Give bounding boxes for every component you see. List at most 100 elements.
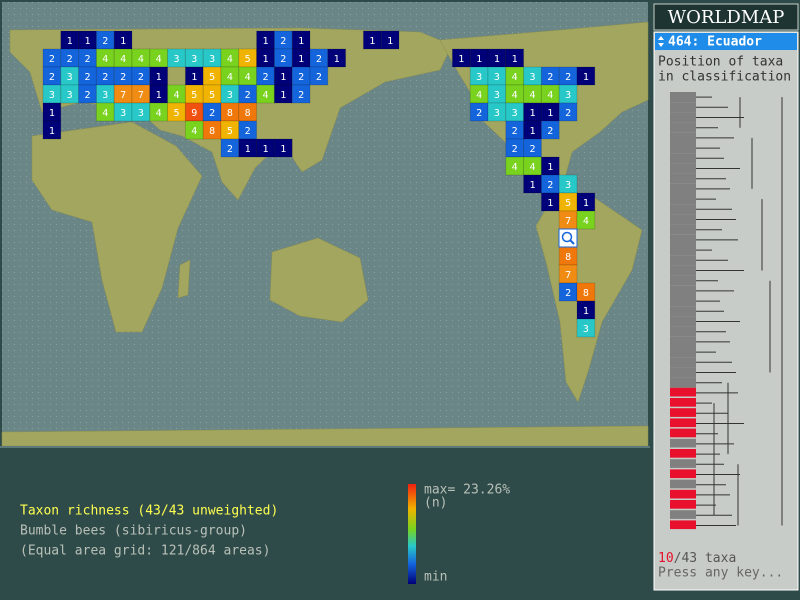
cell-label: 3: [102, 90, 108, 101]
cell-label: 1: [547, 162, 553, 173]
panel-heading: in classification: [658, 70, 791, 85]
cell-label: 2: [529, 144, 535, 155]
taxon-bar: [670, 449, 696, 458]
taxa-count: 10/43 taxa: [658, 551, 736, 566]
cell-label: 4: [227, 54, 233, 65]
taxon-bar: [670, 336, 696, 347]
info-line: Taxon richness (43/43 unweighted): [20, 504, 278, 519]
cell-label: 4: [529, 90, 535, 101]
legend-max: max= 23.26%: [424, 483, 510, 498]
cell-label: 4: [138, 54, 144, 65]
taxon-bar: [670, 510, 696, 519]
cell-label: 5: [209, 72, 215, 83]
taxon-bar: [670, 469, 696, 479]
cell-label: 4: [245, 72, 251, 83]
cell-label: 4: [512, 90, 518, 101]
cell-label: 1: [156, 90, 162, 101]
cell-label: 8: [565, 252, 571, 263]
taxon-bar: [670, 92, 696, 103]
taxon-bar: [670, 347, 696, 358]
cell-label: 3: [476, 72, 482, 83]
prompt: Press any key...: [658, 566, 783, 581]
taxa-total: /43 taxa: [674, 551, 737, 566]
grid-cell: [309, 66, 329, 86]
cell-label: 2: [512, 126, 518, 137]
grid-cells: 1 1 2 1 1 2 1 1 12 2 2 4 4 4 4 3 3 3 4 5 1 2 1 2 1 1 1 1 12 3 2 2 2 2 1 1 5 4…: [42, 30, 596, 338]
cell-label: 2: [565, 288, 571, 299]
cell-label: 4: [191, 126, 197, 137]
grid-cell: [78, 84, 97, 104]
cell-label: 4: [156, 54, 162, 65]
cell-label: 7: [565, 270, 571, 281]
cell-label: 5: [191, 90, 197, 101]
cell-label: 1: [476, 54, 482, 65]
cell-label: 1: [529, 126, 535, 137]
cell-label: 5: [227, 126, 233, 137]
cell-label: 2: [547, 180, 553, 191]
grid-cell: [273, 138, 293, 158]
cell-label: 1: [298, 54, 304, 65]
cell-label: 5: [245, 54, 251, 65]
cell-label: 4: [583, 216, 589, 227]
cell-label: 8: [245, 108, 251, 119]
cell-label: 4: [547, 90, 553, 101]
taxon-bar: [670, 377, 696, 388]
cell-label: 3: [227, 90, 233, 101]
cell-label: 1: [156, 72, 162, 83]
cell-label: 9: [191, 108, 197, 119]
cell-label: 3: [191, 54, 197, 65]
cell-label: 2: [565, 108, 571, 119]
taxon-bar: [670, 387, 696, 397]
cell-label: 3: [565, 90, 571, 101]
cell-label: 1: [529, 108, 535, 119]
taxon-bar: [670, 153, 696, 164]
cell-label: 1: [262, 36, 268, 47]
cell-label: 2: [547, 72, 553, 83]
grid-cell: [273, 84, 293, 104]
classification-tree: [670, 92, 783, 530]
taxon-bar: [670, 418, 696, 428]
cell-label: 1: [334, 54, 340, 65]
taxon-bar: [670, 194, 696, 205]
selected-cell-icon: [558, 228, 578, 248]
grid-cell: [523, 174, 542, 194]
grid-cell: [380, 30, 400, 50]
cell-label: 3: [67, 72, 73, 83]
selected-area: 464: Ecuador: [668, 35, 762, 50]
taxon-bar: [670, 316, 696, 327]
cell-label: 1: [280, 144, 286, 155]
cell-label: 1: [494, 54, 500, 65]
cell-label: 2: [565, 72, 571, 83]
legend-unit: (n): [424, 496, 447, 511]
taxon-bar: [670, 173, 696, 184]
taxon-bar: [670, 102, 696, 113]
cell-label: 2: [298, 72, 304, 83]
taxon-bar: [670, 296, 696, 307]
cell-label: 1: [512, 54, 518, 65]
cell-label: 2: [316, 54, 322, 65]
cell-label: 3: [209, 54, 215, 65]
africa: [31, 121, 203, 333]
taxon-bar: [670, 438, 696, 448]
cell-label: 3: [49, 90, 55, 101]
cell-label: 4: [227, 72, 233, 83]
taxon-bar: [670, 122, 696, 133]
cell-label: 1: [583, 198, 589, 209]
map: 1 1 2 1 1 2 1 1 12 2 2 4 4 4 4 3 3 3 4 5 1 2 1 2 1 1 1 1 12 3 2 2 2 2 1 1 5 4…: [1, 2, 649, 447]
cell-label: 4: [262, 90, 268, 101]
grid-cell: [291, 84, 311, 104]
cell-label: 1: [120, 36, 126, 47]
madagascar: [177, 259, 191, 299]
area-bar[interactable]: [655, 33, 797, 50]
cell-label: 1: [529, 180, 535, 191]
cell-label: 3: [494, 90, 500, 101]
taxon-bar: [670, 183, 696, 194]
info-panel: [0, 446, 650, 600]
cell-label: 2: [476, 108, 482, 119]
cell-label: 3: [565, 180, 571, 191]
cell-label: 1: [280, 90, 286, 101]
taxon-bar: [670, 204, 696, 215]
cell-label: 1: [262, 54, 268, 65]
